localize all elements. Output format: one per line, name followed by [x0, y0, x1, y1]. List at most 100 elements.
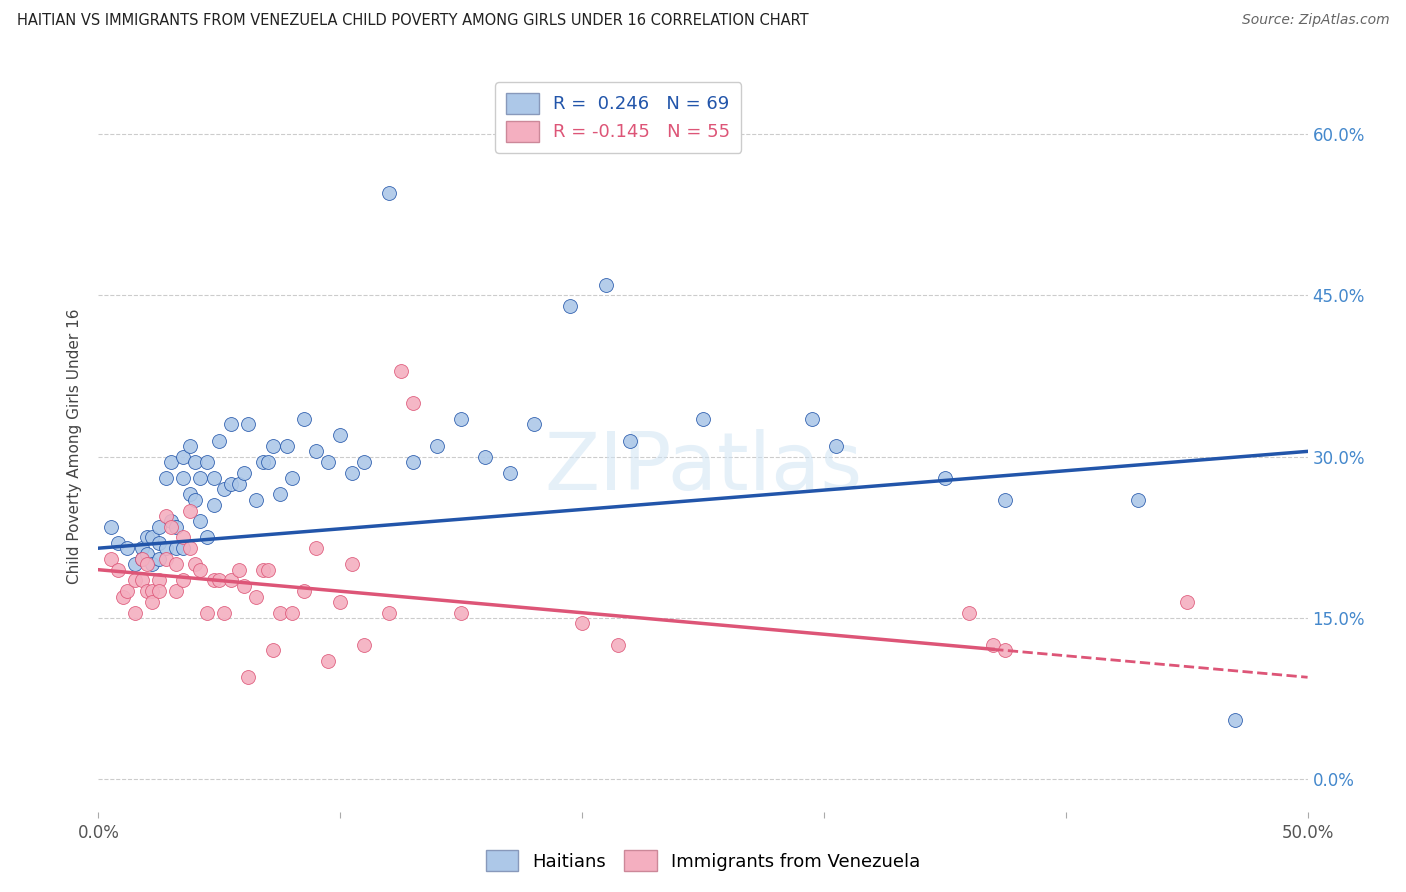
Point: [994, 643, 1017, 657]
Point: [252, 455, 274, 469]
Point: [188, 563, 211, 577]
Point: [107, 536, 129, 550]
Point: [184, 455, 207, 469]
Text: Source: ZipAtlas.com: Source: ZipAtlas.com: [1241, 13, 1389, 28]
Point: [124, 606, 146, 620]
Point: [172, 471, 194, 485]
Point: [221, 476, 243, 491]
Point: [124, 558, 146, 572]
Legend: R =  0.246   N = 69, R = -0.145   N = 55: R = 0.246 N = 69, R = -0.145 N = 55: [495, 82, 741, 153]
Point: [238, 417, 260, 432]
Point: [342, 466, 364, 480]
Point: [172, 541, 194, 556]
Point: [160, 455, 183, 469]
Point: [141, 558, 163, 572]
Point: [107, 563, 129, 577]
Point: [184, 492, 207, 507]
Point: [100, 519, 122, 533]
Point: [523, 417, 546, 432]
Point: [825, 439, 848, 453]
Point: [131, 574, 153, 588]
Point: [179, 487, 201, 501]
Point: [342, 558, 364, 572]
Point: [165, 558, 187, 572]
Point: [135, 558, 157, 572]
Point: [245, 492, 267, 507]
Point: [179, 541, 201, 556]
Point: [111, 590, 134, 604]
Point: [195, 455, 218, 469]
Point: [238, 670, 260, 684]
Point: [155, 552, 177, 566]
Point: [160, 519, 183, 533]
Point: [172, 450, 194, 464]
Point: [450, 412, 472, 426]
Point: [131, 541, 153, 556]
Point: [131, 552, 153, 566]
Point: [281, 471, 304, 485]
Point: [377, 186, 399, 201]
Point: [292, 412, 315, 426]
Point: [329, 428, 352, 442]
Point: [212, 482, 235, 496]
Point: [221, 574, 243, 588]
Point: [1223, 714, 1246, 728]
Point: [232, 579, 254, 593]
Point: [281, 606, 304, 620]
Point: [135, 530, 157, 544]
Point: [607, 638, 630, 652]
Point: [377, 606, 399, 620]
Point: [252, 563, 274, 577]
Point: [228, 563, 250, 577]
Point: [172, 530, 194, 544]
Point: [474, 450, 496, 464]
Point: [221, 417, 243, 432]
Point: [353, 455, 375, 469]
Point: [269, 606, 291, 620]
Point: [141, 595, 163, 609]
Point: [188, 471, 211, 485]
Point: [692, 412, 714, 426]
Point: [212, 606, 235, 620]
Point: [232, 466, 254, 480]
Legend: Haitians, Immigrants from Venezuela: Haitians, Immigrants from Venezuela: [478, 843, 928, 879]
Point: [155, 508, 177, 523]
Point: [450, 606, 472, 620]
Point: [316, 455, 339, 469]
Point: [800, 412, 823, 426]
Point: [1128, 492, 1150, 507]
Point: [188, 514, 211, 528]
Point: [141, 584, 163, 599]
Point: [135, 547, 157, 561]
Point: [981, 638, 1004, 652]
Point: [558, 299, 581, 313]
Point: [498, 466, 520, 480]
Point: [148, 552, 170, 566]
Point: [262, 439, 284, 453]
Point: [305, 444, 328, 458]
Point: [1175, 595, 1198, 609]
Point: [595, 277, 617, 292]
Point: [179, 439, 201, 453]
Point: [957, 606, 980, 620]
Point: [204, 574, 226, 588]
Point: [256, 563, 278, 577]
Point: [256, 455, 278, 469]
Point: [100, 552, 122, 566]
Point: [195, 606, 218, 620]
Point: [179, 503, 201, 517]
Point: [426, 439, 449, 453]
Point: [208, 574, 231, 588]
Point: [195, 530, 218, 544]
Point: [204, 498, 226, 512]
Point: [165, 519, 187, 533]
Point: [117, 541, 139, 556]
Point: [117, 584, 139, 599]
Point: [160, 514, 183, 528]
Point: [402, 455, 425, 469]
Text: ZIPatlas: ZIPatlas: [544, 429, 862, 507]
Point: [276, 439, 298, 453]
Point: [353, 638, 375, 652]
Point: [619, 434, 641, 448]
Point: [994, 492, 1017, 507]
